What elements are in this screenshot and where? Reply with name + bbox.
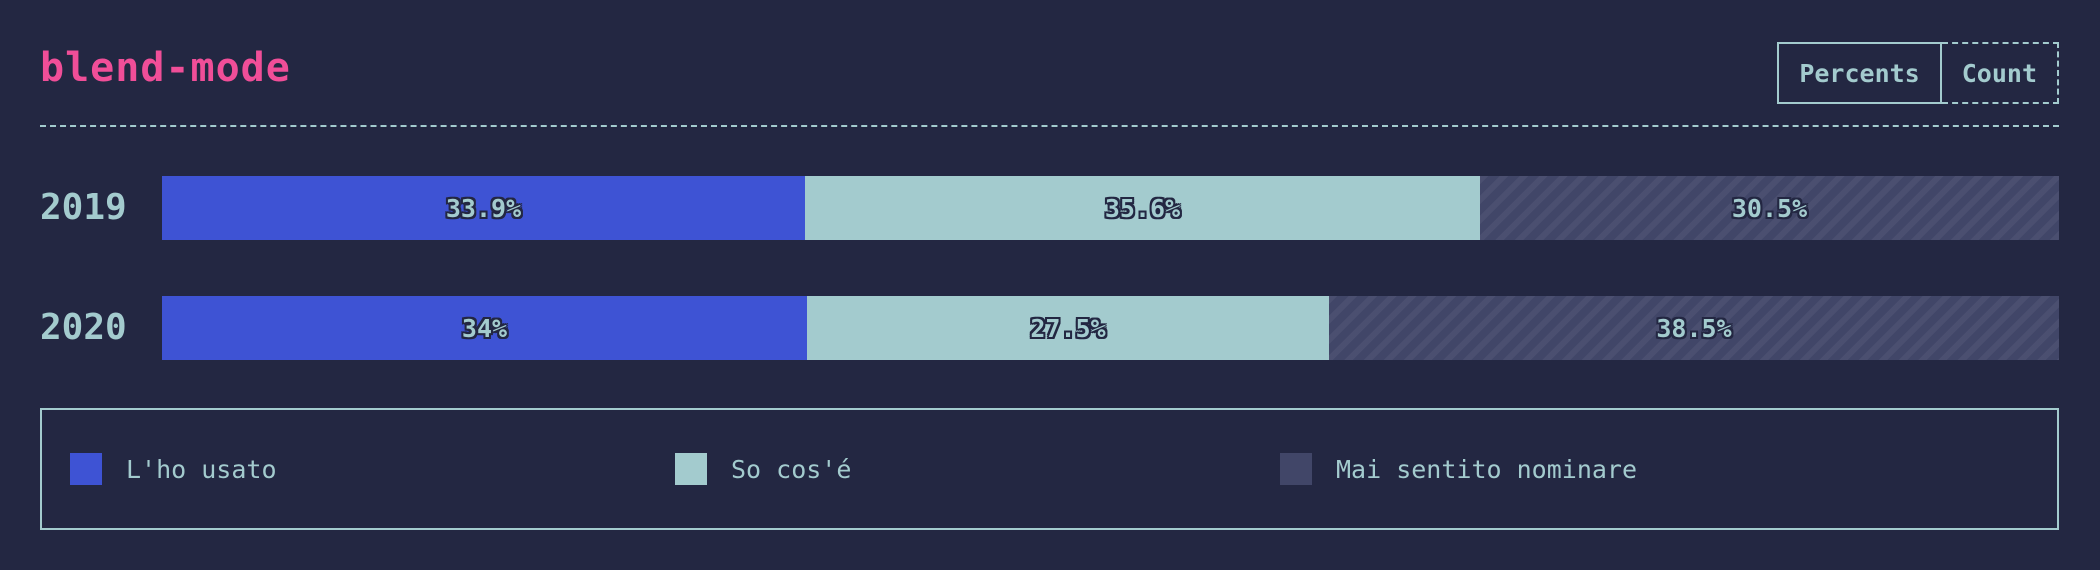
- stacked-bar-2019: 33.9% 35.6% 30.5%: [162, 176, 2059, 240]
- legend-swatch-know: [675, 453, 707, 485]
- data-label-never-2019: 30.5%: [1731, 193, 1808, 223]
- data-label-know-2019: 35.6%: [1104, 193, 1181, 223]
- legend-swatch-never: [1280, 453, 1312, 485]
- legend-item-used[interactable]: L'ho usato: [70, 453, 277, 485]
- bar-row-2019: 2019 33.9% 35.6% 30.5%: [40, 176, 2059, 240]
- legend-label-used: L'ho usato: [126, 454, 277, 484]
- legend-label-never: Mai sentito nominare: [1336, 454, 1638, 484]
- data-label-know-2020: 27.5%: [1030, 313, 1106, 343]
- legend-item-know[interactable]: So cos'é: [675, 453, 851, 485]
- bar-segment-never-2020[interactable]: 38.5%: [1329, 296, 2059, 360]
- bar-segment-used-2020[interactable]: 34%: [162, 296, 807, 360]
- row-label-2020: 2020: [40, 307, 127, 348]
- bar-row-2020: 2020 34% 27.5% 38.5%: [40, 296, 2059, 360]
- data-label-used-2019: 33.9%: [445, 193, 522, 223]
- bar-segment-never-2019[interactable]: 30.5%: [1480, 176, 2059, 240]
- legend-item-never[interactable]: Mai sentito nominare: [1280, 453, 1637, 485]
- units-toggle: Percents Count: [1777, 42, 2059, 104]
- chart-title: blend-mode: [40, 45, 291, 91]
- percents-button[interactable]: Percents: [1777, 42, 1942, 104]
- data-label-never-2020: 38.5%: [1656, 313, 1732, 343]
- bar-segment-know-2020[interactable]: 27.5%: [807, 296, 1329, 360]
- data-label-used-2020: 34%: [461, 313, 508, 343]
- bar-segment-know-2019[interactable]: 35.6%: [805, 176, 1480, 240]
- stacked-bar-2020: 34% 27.5% 38.5%: [162, 296, 2059, 360]
- chart-header: blend-mode Percents Count: [40, 0, 2059, 127]
- count-button[interactable]: Count: [1941, 42, 2059, 104]
- bar-segment-used-2019[interactable]: 33.9%: [162, 176, 805, 240]
- legend-swatch-used: [70, 453, 102, 485]
- legend-label-know: So cos'é: [731, 454, 852, 484]
- row-label-2019: 2019: [40, 187, 127, 228]
- legend: L'ho usato So cos'é Mai sentito nominare: [40, 408, 2059, 530]
